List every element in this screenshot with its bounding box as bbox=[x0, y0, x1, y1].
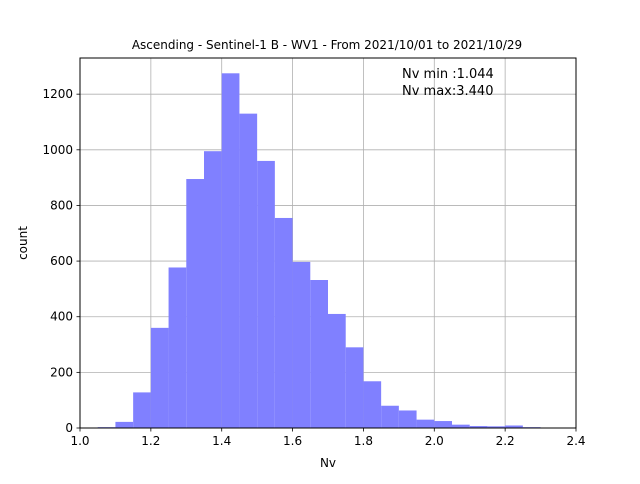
y-tick-label: 800 bbox=[50, 198, 73, 212]
y-tick-label: 1200 bbox=[42, 87, 73, 101]
x-tick-label: 1.8 bbox=[354, 434, 373, 448]
histogram-bar bbox=[345, 347, 364, 428]
histogram-bar bbox=[469, 426, 488, 428]
histogram-bar bbox=[381, 405, 399, 428]
grid-lines bbox=[79, 58, 577, 429]
x-tick-label: 2.2 bbox=[496, 434, 515, 448]
y-tick-label: 0 bbox=[65, 421, 73, 435]
histogram-bar bbox=[328, 313, 346, 428]
y-tick-label: 600 bbox=[50, 254, 73, 268]
histogram-bar bbox=[487, 426, 506, 428]
histogram-bar bbox=[150, 327, 169, 428]
histogram-bar bbox=[133, 392, 151, 428]
x-axis-label: Nv bbox=[320, 456, 336, 470]
x-tick-label: 1.4 bbox=[212, 434, 231, 448]
x-tick-label: 2.0 bbox=[425, 434, 444, 448]
histogram-bar bbox=[274, 217, 293, 428]
histogram-bar bbox=[398, 410, 417, 428]
x-axis-ticks: 1.0 1.2 1.4 1.6 1.8 2.0 2.2 2.4 bbox=[70, 428, 586, 448]
histogram-bar bbox=[168, 267, 187, 428]
x-tick-label: 2.4 bbox=[566, 434, 585, 448]
histogram-bar bbox=[434, 421, 452, 428]
histogram-bar bbox=[363, 381, 382, 428]
histogram-bar bbox=[292, 261, 311, 428]
plot-area-frame bbox=[79, 57, 577, 429]
histogram-bar bbox=[310, 280, 328, 428]
histogram-bar bbox=[505, 425, 523, 428]
y-tick-label: 1000 bbox=[42, 143, 73, 157]
histogram-bar bbox=[115, 421, 134, 428]
histogram-bar bbox=[186, 179, 204, 428]
histogram-bar bbox=[416, 419, 435, 428]
annotation-nv-max: Nv max:3.440 bbox=[402, 84, 493, 99]
y-tick-label: 200 bbox=[50, 365, 73, 379]
x-tick-label: 1.2 bbox=[141, 434, 160, 448]
histogram-bar bbox=[239, 113, 258, 428]
histogram-bar bbox=[221, 73, 240, 428]
chart-title: Ascending - Sentinel-1 B - WV1 - From 20… bbox=[132, 38, 522, 52]
x-tick-label: 1.0 bbox=[70, 434, 89, 448]
y-tick-label: 400 bbox=[50, 310, 73, 324]
y-axis-label: count bbox=[16, 226, 30, 260]
histogram-bar bbox=[204, 151, 222, 428]
annotation-nv-min: Nv min :1.044 bbox=[402, 67, 494, 82]
x-tick-label: 1.6 bbox=[283, 434, 302, 448]
histogram-bar bbox=[257, 160, 275, 429]
histogram-bar bbox=[452, 424, 470, 428]
y-axis-ticks: 0 200 400 600 800 1000 1200 bbox=[42, 87, 80, 435]
histogram-bars bbox=[97, 73, 541, 429]
